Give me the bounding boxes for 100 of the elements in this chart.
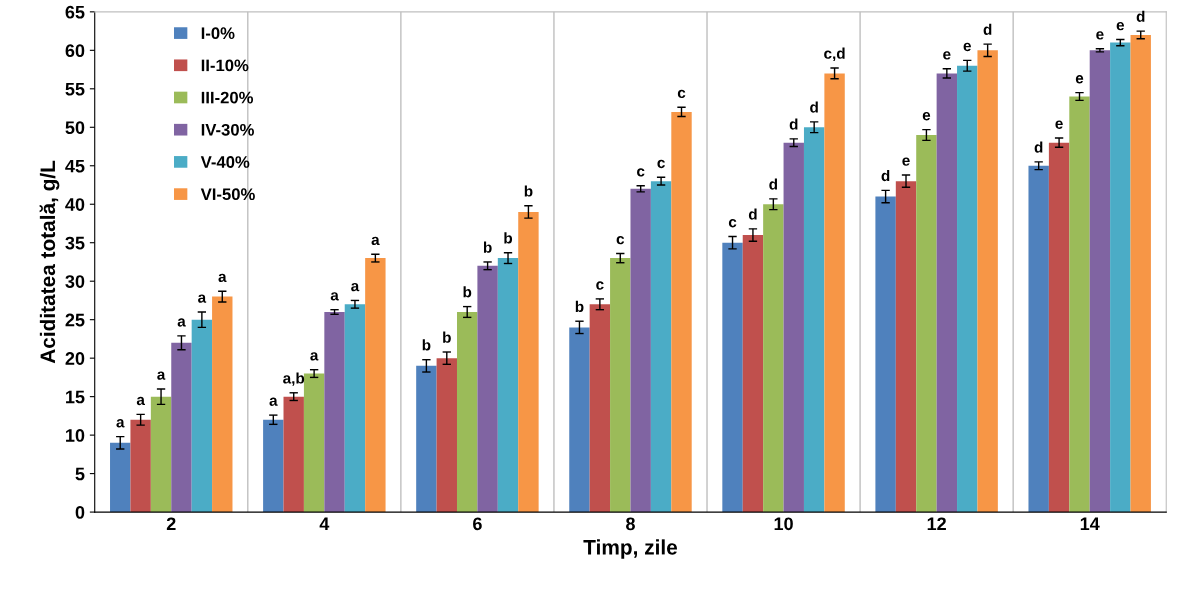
- data-label: e: [943, 51, 951, 60]
- bar: [803, 127, 825, 513]
- y-tick-label: 60: [65, 44, 85, 58]
- y-tick-label: 5: [75, 467, 85, 481]
- data-label: e: [1116, 22, 1125, 31]
- legend-label: II-10%: [201, 59, 249, 72]
- data-label: e: [963, 42, 971, 52]
- y-axis-title: Aciditatea totală, g/L: [39, 160, 60, 364]
- data-label: d: [810, 101, 818, 113]
- bar: [1089, 50, 1111, 513]
- data-label: a: [371, 236, 380, 246]
- bar: [650, 181, 672, 513]
- bar: [283, 396, 304, 513]
- data-label: b: [443, 331, 451, 343]
- data-label: a: [116, 419, 125, 428]
- y-tick-label: 35: [65, 236, 85, 250]
- data-label: a: [177, 318, 186, 327]
- data-label: d: [789, 118, 798, 130]
- bar: [497, 258, 519, 513]
- data-label: a: [269, 397, 278, 406]
- data-label: c,d: [824, 47, 845, 62]
- x-tick-label: 8: [626, 517, 635, 531]
- data-label: d: [748, 208, 757, 220]
- bar: [150, 396, 172, 513]
- bar: [212, 296, 233, 513]
- data-label: e: [902, 157, 910, 166]
- bar: [742, 235, 764, 513]
- bar: [936, 73, 958, 513]
- bar: [722, 242, 743, 513]
- data-label: d: [1136, 10, 1145, 22]
- data-label: a: [351, 282, 360, 292]
- bar: [110, 442, 131, 513]
- bar: [957, 65, 978, 513]
- bar: [1130, 34, 1151, 513]
- legend-label: VI-50%: [200, 188, 255, 201]
- data-label: c: [596, 281, 604, 290]
- y-tick-label: 40: [65, 198, 85, 211]
- data-label: d: [983, 23, 992, 35]
- data-label: a: [136, 396, 145, 406]
- data-label: b: [575, 300, 584, 313]
- bar: [263, 419, 284, 513]
- bar: [977, 50, 998, 513]
- bar: [477, 265, 498, 513]
- bar: [130, 419, 151, 513]
- bar: [436, 358, 457, 513]
- data-label: e: [1055, 120, 1063, 129]
- bar: [610, 258, 631, 513]
- data-label: b: [422, 339, 431, 351]
- data-label: b: [483, 241, 492, 253]
- x-tick-label: 10: [774, 517, 793, 531]
- legend-label: I-0%: [201, 27, 235, 40]
- data-label: d: [769, 178, 778, 190]
- bar: [671, 111, 692, 513]
- data-label: d: [1034, 141, 1043, 153]
- data-label: a: [330, 292, 339, 301]
- data-label: a: [157, 371, 166, 380]
- data-label: b: [524, 185, 533, 197]
- y-tick-label: 10: [66, 429, 85, 442]
- data-label: c: [728, 219, 737, 228]
- bar: [457, 311, 478, 513]
- x-tick-label: 6: [473, 517, 482, 531]
- bar: [1069, 96, 1090, 513]
- data-label: a: [218, 273, 227, 283]
- y-tick-label: 0: [75, 506, 85, 519]
- y-tick-label: 25: [65, 313, 85, 327]
- x-tick-label: 12: [927, 517, 946, 531]
- data-label: a: [310, 352, 319, 361]
- x-tick-label: 2: [166, 517, 176, 531]
- y-tick-label: 45: [65, 159, 85, 173]
- data-label: c: [657, 159, 665, 169]
- bar: [416, 365, 437, 513]
- y-tick-label: 30: [65, 275, 85, 288]
- data-label: a: [198, 294, 207, 303]
- data-label: c: [616, 235, 625, 245]
- bar: [191, 319, 213, 513]
- bar: [589, 304, 611, 513]
- bar: [569, 327, 590, 513]
- x-axis-title: Timp, zile: [583, 539, 678, 559]
- bar: [824, 73, 845, 513]
- y-tick-label: 20: [65, 352, 85, 365]
- data-label: b: [463, 286, 472, 298]
- x-tick-label: 14: [1080, 517, 1100, 531]
- bar: [344, 304, 366, 513]
- data-label: e: [1096, 31, 1104, 40]
- data-label: c: [637, 168, 645, 177]
- bar: [916, 134, 937, 513]
- data-label: c: [677, 89, 686, 99]
- bar: [365, 258, 386, 513]
- bar: [324, 311, 345, 513]
- bar: [518, 211, 539, 513]
- bar: [1028, 165, 1049, 513]
- bar: [1048, 142, 1070, 513]
- y-tick-label: 55: [65, 82, 85, 96]
- bar: [303, 373, 325, 513]
- y-tick-label: 15: [66, 390, 85, 404]
- data-label: b: [504, 232, 513, 244]
- data-label: e: [922, 112, 931, 121]
- data-label: e: [1075, 75, 1084, 84]
- y-tick-label: 50: [65, 121, 85, 134]
- bar: [171, 342, 192, 513]
